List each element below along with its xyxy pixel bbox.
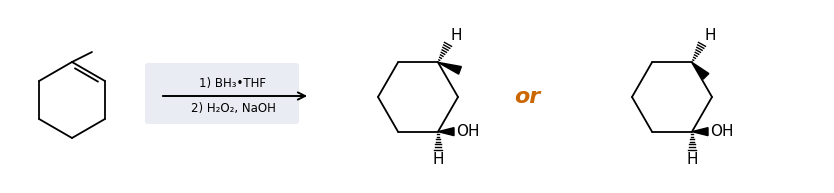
Text: or: or (514, 87, 540, 107)
Text: OH: OH (456, 124, 480, 139)
Polygon shape (438, 62, 461, 74)
Text: H: H (432, 152, 444, 167)
Text: H: H (686, 152, 698, 167)
Text: H: H (705, 28, 716, 43)
Polygon shape (438, 128, 454, 136)
Polygon shape (692, 128, 708, 136)
Text: 2) H₂O₂, NaOH: 2) H₂O₂, NaOH (190, 102, 275, 115)
FancyBboxPatch shape (145, 63, 299, 124)
Polygon shape (692, 62, 709, 79)
Text: 1) BH₃•THF: 1) BH₃•THF (199, 77, 267, 90)
Text: H: H (451, 28, 463, 43)
Text: OH: OH (710, 124, 733, 139)
